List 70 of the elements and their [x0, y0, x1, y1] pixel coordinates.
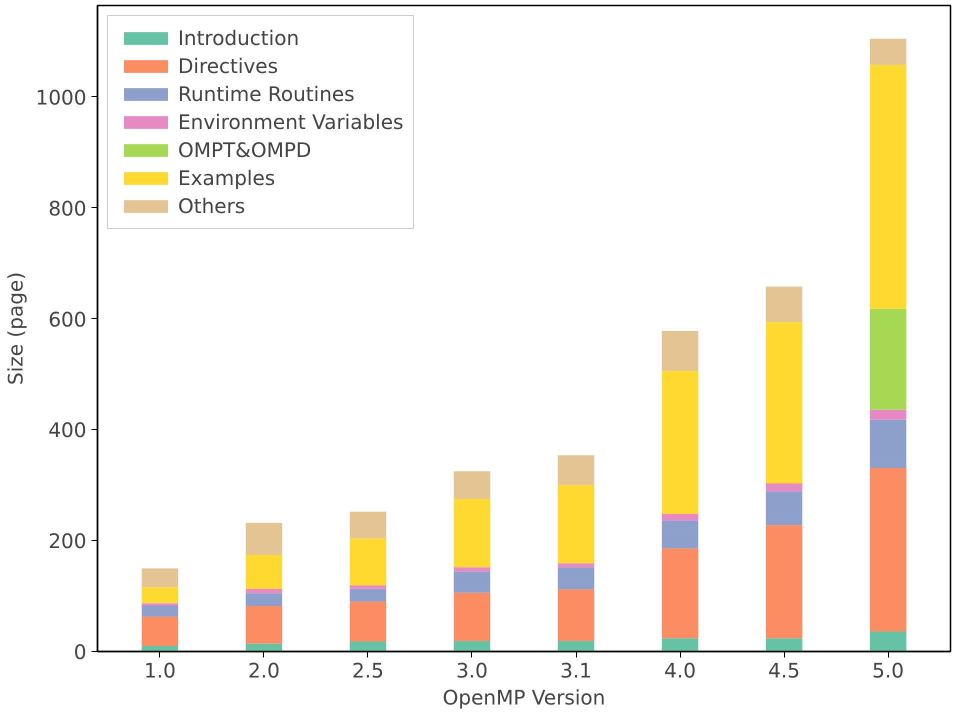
x-tick-label: 3.1 [560, 658, 592, 682]
bar [558, 589, 594, 641]
bar [454, 499, 490, 568]
bar [454, 640, 490, 652]
bar [662, 520, 698, 548]
bar [454, 572, 490, 593]
bar [350, 538, 386, 586]
bar [246, 522, 282, 556]
bar [350, 602, 386, 642]
bar [870, 410, 906, 420]
legend-label: Directives [178, 54, 278, 78]
bar [766, 525, 802, 638]
bar [558, 567, 594, 590]
legend-label: Environment Variables [178, 110, 404, 134]
y-tick-label: 200 [48, 529, 87, 554]
bar [766, 491, 802, 526]
legend-label: Examples [178, 166, 276, 190]
bar [662, 330, 698, 371]
bar [350, 586, 386, 589]
bar [142, 568, 178, 588]
bar [142, 605, 178, 617]
legend-label: Runtime Routines [178, 82, 355, 106]
bar [142, 587, 178, 604]
x-tick-label: 4.0 [664, 658, 696, 682]
x-tick-label: 2.5 [352, 658, 384, 682]
bar [246, 588, 282, 594]
bar [454, 567, 490, 572]
bar [870, 632, 906, 652]
bar [662, 638, 698, 652]
bar [558, 485, 594, 564]
legend-label: OMPT&OMPD [178, 138, 312, 162]
x-tick-label: 5.0 [872, 658, 904, 682]
bar [662, 370, 698, 514]
bar [246, 593, 282, 606]
bar [766, 483, 802, 492]
bar [870, 468, 906, 632]
legend-label: Introduction [178, 26, 300, 50]
bar [454, 471, 490, 500]
x-tick-label: 3.0 [456, 658, 488, 682]
bar [870, 420, 906, 468]
x-axis-title: OpenMP Version [442, 686, 606, 710]
bar [350, 642, 386, 652]
bar [662, 548, 698, 638]
bar [246, 555, 282, 589]
bar [766, 322, 802, 484]
y-tick-label: 0 [74, 640, 87, 664]
bar [662, 514, 698, 521]
x-tick-label: 1.0 [144, 658, 176, 682]
bar [350, 512, 386, 538]
bar [766, 638, 802, 652]
legend-label: Others [178, 194, 246, 218]
y-tick-label: 600 [48, 307, 87, 332]
y-tick-label: 800 [48, 196, 87, 220]
bar [766, 286, 802, 322]
y-tick-label: 400 [48, 418, 87, 442]
x-tick-label: 2.0 [248, 658, 280, 682]
bar [558, 640, 594, 652]
bar [454, 592, 490, 641]
bar [870, 38, 906, 65]
y-tick-label: 1000 [36, 85, 87, 110]
bar [142, 616, 178, 646]
bar [246, 644, 282, 652]
bar [142, 646, 178, 652]
bar [870, 308, 906, 410]
x-tick-label: 4.5 [768, 658, 800, 682]
bar [558, 455, 594, 486]
bar [350, 588, 386, 602]
bar [246, 606, 282, 644]
bar [870, 64, 906, 309]
y-axis-title: Size (page) [4, 272, 28, 385]
